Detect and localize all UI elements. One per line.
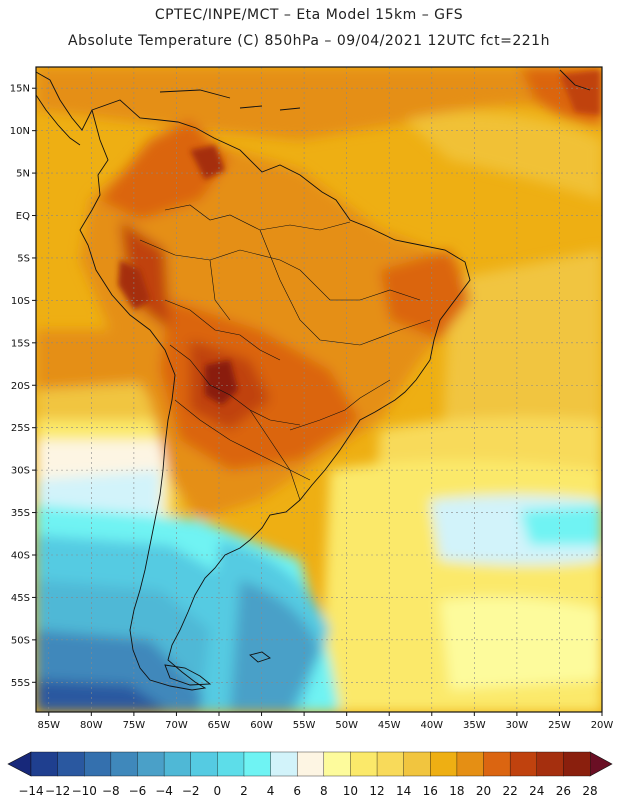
- colorbar-label: −6: [129, 784, 147, 798]
- lon-tick-label: 60W: [250, 720, 273, 731]
- colorbar-label: 28: [582, 784, 597, 798]
- colorbar-swatch: [563, 751, 591, 777]
- lat-tick-label: 20S: [11, 381, 30, 392]
- colorbar-label: 10: [343, 784, 358, 798]
- colorbar-swatch: [456, 751, 485, 777]
- lon-tick-label: 75W: [123, 720, 146, 731]
- colorbar-swatch: [536, 751, 564, 777]
- colorbar-swatch: [243, 751, 272, 777]
- lat-tick-label: 5N: [16, 169, 30, 180]
- lat-tick-label: 50S: [11, 635, 30, 646]
- colorbar: −14 −12 −10 −8 −6 −4 −2 0 2 4 6 8 10 12 14 16 18 20 22 24 26…: [7, 751, 613, 798]
- colorbar-label: −12: [45, 784, 70, 798]
- lat-tick-label: 15N: [10, 84, 30, 95]
- colorbar-swatch: [30, 751, 59, 777]
- caribbean-islands: [159, 69, 591, 111]
- colorbar-label: −4: [155, 784, 173, 798]
- colorbar-label: −8: [102, 784, 120, 798]
- lat-tick-label: 35S: [11, 508, 30, 519]
- lat-tick-label: 10S: [11, 296, 30, 307]
- lon-tick-label: 85W: [37, 720, 60, 731]
- lat-tick-label: 45S: [11, 593, 30, 604]
- lon-tick-label: 55W: [293, 720, 316, 731]
- lat-tick-label: 40S: [11, 550, 30, 561]
- colorbar-swatch: [483, 751, 511, 777]
- lon-tick-label: 65W: [208, 720, 231, 731]
- colorbar-label: −14: [18, 784, 43, 798]
- falklands: [249, 651, 271, 663]
- lat-tick-label: 10N: [10, 126, 30, 137]
- coastlines-borders: [36, 69, 591, 691]
- colorbar-swatch: [270, 751, 298, 777]
- colorbar-label: 20: [476, 784, 491, 798]
- temperature-field: [36, 67, 602, 712]
- colorbar-label: 14: [396, 784, 411, 798]
- lon-tick-label: 20W: [591, 720, 614, 731]
- colorbar-high-arrow: [589, 751, 613, 777]
- lat-tick-label: EQ: [16, 211, 30, 222]
- chart-title: CPTEC/INPE/MCT – Eta Model 15km – GFS: [154, 7, 464, 23]
- colorbar-label: 18: [449, 784, 464, 798]
- colorbar-label: 12: [369, 784, 384, 798]
- colorbar-swatch: [137, 751, 165, 777]
- lon-tick-label: 80W: [80, 720, 103, 731]
- lat-tick-label: 55S: [11, 678, 30, 689]
- lon-tick-label: 35W: [463, 720, 486, 731]
- lon-tick-label: 50W: [335, 720, 358, 731]
- central-america-coastline: [36, 71, 93, 146]
- colorbar-label: 26: [556, 784, 571, 798]
- lon-tick-label: 70W: [165, 720, 188, 731]
- colorbar-label: 8: [320, 784, 328, 798]
- colorbar-swatch: [323, 751, 352, 777]
- lat-tick-label: 5S: [17, 253, 30, 264]
- colorbar-swatch: [57, 751, 85, 777]
- lon-tick-label: 40W: [420, 720, 443, 731]
- lon-tick-label: 25W: [548, 720, 571, 731]
- colorbar-label: 16: [423, 784, 438, 798]
- colorbar-swatch: [110, 751, 139, 777]
- map-frame: [35, 66, 603, 713]
- lat-tick-label: 25S: [11, 423, 30, 434]
- colorbar-swatch: [430, 751, 458, 777]
- colorbar-label: 22: [503, 784, 518, 798]
- colorbar-swatch: [376, 751, 405, 777]
- colorbar-swatch: [84, 751, 112, 777]
- colorbar-swatch: [350, 751, 378, 777]
- chart-subtitle: Absolute Temperature (C) 850hPa – 09/04/…: [68, 33, 550, 49]
- colorbar-swatch: [217, 751, 245, 777]
- colorbar-label: 0: [214, 784, 222, 798]
- lon-tick-label: 45W: [378, 720, 401, 731]
- colorbar-label: 2: [240, 784, 248, 798]
- colorbar-label: −10: [72, 784, 97, 798]
- colorbar-low-arrow: [7, 751, 32, 777]
- lon-tick-label: 30W: [506, 720, 529, 731]
- colorbar-label: 4: [267, 784, 275, 798]
- national-borders: [139, 204, 431, 501]
- lat-tick-label: 30S: [11, 466, 30, 477]
- colorbar-label: 24: [529, 784, 544, 798]
- colorbar-swatch: [163, 751, 192, 777]
- latitude-axis: 15N 10N 5N EQ 5S 10S 15S 20S 25S 30S 35S 40S 45S 50S 5…: [10, 84, 36, 689]
- colorbar-swatch: [190, 751, 218, 777]
- colorbar-swatch: [296, 751, 325, 777]
- south-america-coastline: [79, 99, 471, 691]
- colorbar-label: 6: [293, 784, 301, 798]
- tierra-del-fuego: [164, 664, 212, 686]
- lat-tick-label: 15S: [11, 338, 30, 349]
- longitude-axis: 85W 80W 75W 70W 65W 60W 55W 50W 45W 40W 35W 30W 25W 2…: [37, 712, 613, 731]
- colorbar-swatch: [509, 751, 538, 777]
- colorbar-label: −2: [182, 784, 200, 798]
- graticule: [36, 67, 603, 712]
- colorbar-swatch: [403, 751, 431, 777]
